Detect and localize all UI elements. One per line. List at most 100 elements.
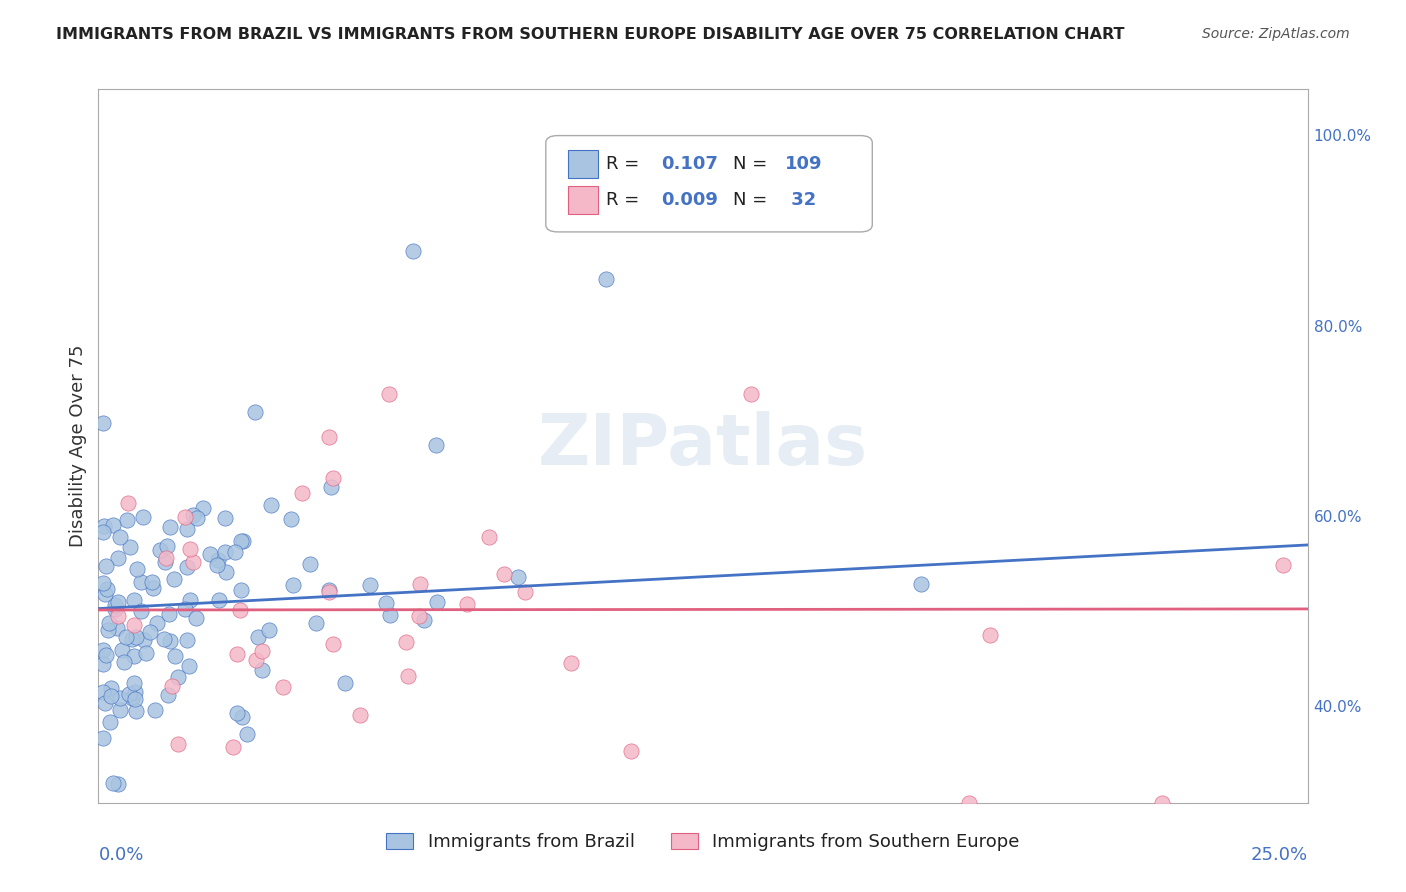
Point — [104, 598, 127, 612]
Point — [159, 520, 181, 534]
Text: 0.0%: 0.0% — [98, 846, 143, 863]
Point — [179, 592, 201, 607]
Point — [149, 542, 172, 557]
Point — [117, 496, 139, 510]
Point — [115, 630, 138, 644]
Point — [117, 513, 139, 527]
Point — [333, 676, 356, 690]
Point — [173, 510, 195, 524]
Bar — [568, 186, 598, 214]
Point — [214, 544, 236, 558]
Point — [129, 574, 152, 589]
Point — [156, 539, 179, 553]
Y-axis label: Disability Age Over 75: Disability Age Over 75 — [69, 344, 87, 548]
Point — [910, 577, 932, 591]
Point — [290, 485, 312, 500]
Point — [193, 500, 215, 515]
Point — [186, 511, 208, 525]
Point — [229, 583, 252, 598]
Point — [94, 648, 117, 662]
Point — [167, 737, 190, 751]
Point — [245, 653, 267, 667]
Point — [426, 595, 449, 609]
Point — [155, 551, 177, 566]
Point — [125, 631, 148, 645]
Point — [179, 541, 201, 556]
Point — [1272, 558, 1295, 572]
Point — [91, 685, 114, 699]
Point — [94, 696, 117, 710]
Point — [247, 630, 270, 644]
Point — [409, 577, 432, 591]
Point — [322, 471, 344, 485]
Point — [121, 632, 143, 646]
Point — [1152, 796, 1174, 810]
Point — [96, 582, 118, 597]
Text: N =: N = — [734, 155, 773, 173]
Point — [108, 690, 131, 705]
Point — [107, 595, 129, 609]
Point — [515, 584, 537, 599]
Point — [395, 635, 418, 649]
Point — [319, 480, 342, 494]
Point — [280, 512, 302, 526]
Text: 60.0%: 60.0% — [1313, 510, 1362, 524]
Text: Source: ZipAtlas.com: Source: ZipAtlas.com — [1202, 27, 1350, 41]
Point — [93, 519, 115, 533]
Point — [108, 702, 131, 716]
Point — [413, 613, 436, 627]
Point — [124, 617, 146, 632]
Point — [153, 632, 176, 646]
Point — [322, 637, 344, 651]
Point — [425, 438, 447, 452]
Point — [98, 715, 121, 730]
Point — [226, 647, 249, 661]
Point — [101, 518, 124, 533]
Point — [271, 681, 294, 695]
Point — [232, 533, 254, 548]
Point — [91, 576, 114, 591]
Point — [250, 663, 273, 677]
Point — [167, 670, 190, 684]
Point — [243, 405, 266, 419]
Point — [402, 244, 425, 258]
Point — [121, 690, 143, 705]
Text: R =: R = — [606, 191, 645, 209]
Text: 25.0%: 25.0% — [1250, 846, 1308, 863]
Point — [157, 689, 180, 703]
Point — [620, 743, 643, 757]
Point — [305, 615, 328, 630]
Point — [98, 615, 121, 630]
Point — [236, 727, 259, 741]
Point — [560, 656, 582, 670]
Point — [378, 607, 401, 622]
Point — [118, 687, 141, 701]
Point — [91, 524, 114, 539]
Point — [176, 633, 198, 648]
Point — [377, 386, 399, 401]
Point — [408, 609, 430, 624]
Point — [143, 703, 166, 717]
Text: 109: 109 — [785, 155, 823, 173]
Point — [124, 675, 146, 690]
Point — [176, 521, 198, 535]
Point — [108, 530, 131, 544]
Point — [257, 623, 280, 637]
Bar — [568, 150, 598, 178]
Text: ZIPatlas: ZIPatlas — [538, 411, 868, 481]
Point — [125, 704, 148, 718]
Point — [124, 685, 146, 699]
Point — [122, 648, 145, 663]
Point — [174, 602, 197, 616]
FancyBboxPatch shape — [546, 136, 872, 232]
Text: 80.0%: 80.0% — [1313, 319, 1362, 334]
Point — [91, 731, 114, 745]
Point — [260, 499, 283, 513]
Point — [100, 689, 122, 703]
Point — [141, 574, 163, 589]
Text: 0.009: 0.009 — [661, 191, 717, 209]
Point — [91, 416, 114, 430]
Point — [160, 679, 183, 693]
Point — [159, 634, 181, 648]
Point — [506, 569, 529, 583]
